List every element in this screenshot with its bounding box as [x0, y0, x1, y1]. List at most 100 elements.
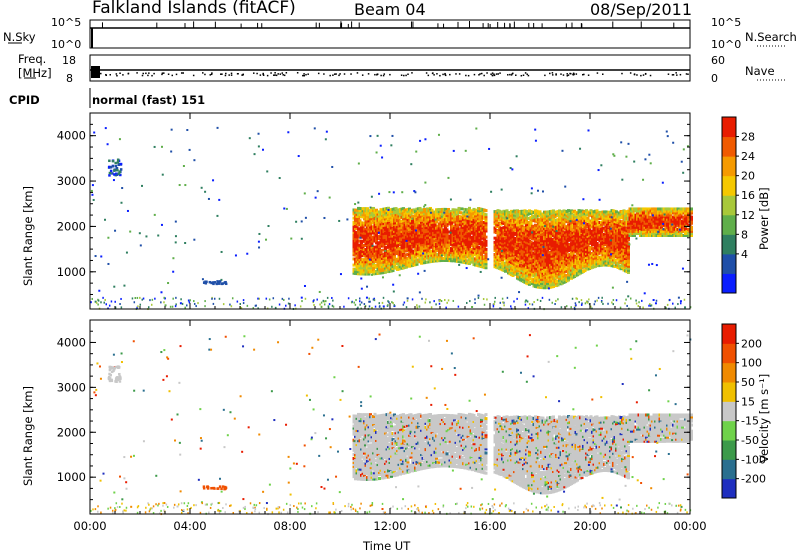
nave-dot — [115, 73, 118, 75]
nave-dot — [439, 74, 441, 77]
power-cell — [393, 254, 396, 258]
nave-dot — [147, 74, 149, 77]
nave-dot — [332, 74, 334, 76]
nave-dot — [374, 73, 376, 76]
power-cell — [358, 207, 362, 211]
nave-dot — [148, 72, 150, 74]
nave-dot — [109, 74, 111, 76]
power-cell — [382, 244, 386, 248]
nsky-label: N.Sky — [3, 30, 36, 44]
nave-dot — [432, 72, 434, 74]
nave-dot — [153, 72, 155, 75]
nave-dot — [211, 72, 213, 74]
power-cell — [379, 240, 383, 244]
nave-dot — [266, 74, 269, 77]
nave-dot — [555, 74, 557, 76]
freq-tick-bottom: 8 — [66, 72, 73, 85]
power-cell — [402, 207, 405, 211]
power-cell — [405, 222, 408, 226]
power-cell — [391, 258, 395, 262]
nave-dot — [383, 73, 386, 75]
nave-dot — [279, 73, 282, 75]
power-cell — [396, 245, 399, 249]
power-cell — [402, 211, 405, 215]
power-cell — [367, 227, 371, 231]
nave-dot — [323, 73, 325, 75]
nave-dot — [507, 74, 509, 76]
nave-dot — [180, 72, 183, 74]
power-cell — [369, 268, 372, 272]
power-cell — [366, 207, 369, 211]
power-cell — [423, 208, 426, 212]
nave-dot — [145, 72, 147, 75]
power-cell — [397, 249, 401, 253]
nave-dot — [274, 74, 276, 76]
nave-dot — [376, 74, 378, 76]
power-cell — [379, 208, 383, 212]
power-cell — [409, 213, 413, 217]
power-cell — [400, 262, 404, 266]
nave-dot — [465, 74, 467, 77]
power-cell — [354, 243, 357, 247]
power-cell — [357, 245, 360, 249]
power-cell — [403, 212, 407, 216]
nave-dot — [526, 73, 528, 76]
freq-label: Freq. — [18, 52, 47, 66]
nave-dot — [667, 73, 670, 75]
power-cell — [394, 239, 398, 243]
power-cell — [363, 235, 366, 239]
power-cell — [376, 243, 380, 247]
power-cell — [352, 263, 356, 267]
power-cell — [403, 255, 407, 259]
power-cell — [391, 269, 395, 273]
nave-tick-top: 60 — [711, 54, 725, 67]
nave-dot — [621, 72, 623, 75]
power-cell — [399, 214, 402, 218]
power-cell — [387, 221, 390, 225]
nave-dot — [350, 73, 352, 75]
station-title: Falkland Islands (fitACF) — [92, 0, 296, 18]
nave-dot — [356, 72, 359, 74]
cpid-label: CPID — [9, 93, 40, 107]
power-cell — [390, 226, 393, 230]
power-cell — [352, 228, 356, 232]
power-cell — [352, 222, 356, 226]
power-cell — [375, 239, 378, 243]
power-cell — [360, 241, 363, 245]
power-cell — [400, 248, 404, 252]
power-cell — [367, 272, 371, 276]
power-cell — [361, 225, 365, 229]
nave-dot — [256, 72, 258, 75]
nave-dot — [478, 74, 480, 76]
nave-dot — [551, 72, 554, 74]
power-cell — [397, 212, 401, 216]
nave-dot — [560, 73, 562, 75]
power-cell — [369, 223, 372, 227]
power-cell — [363, 213, 366, 217]
nsearch-tick-bottom: 10^0 — [711, 38, 742, 51]
nave-dot — [583, 73, 585, 76]
power-cell — [379, 253, 383, 257]
power-cell — [369, 270, 372, 274]
nave-dot — [163, 72, 165, 74]
power-cell — [384, 266, 387, 270]
power-cell — [369, 233, 372, 237]
nave-dot — [649, 74, 652, 77]
nave-dot — [389, 73, 391, 76]
nave-dot — [491, 72, 494, 74]
power-cell — [354, 267, 357, 271]
power-cell — [393, 256, 396, 260]
power-cell — [388, 222, 392, 226]
power-cell — [384, 248, 387, 252]
power-cell — [405, 241, 408, 245]
nave-dot — [515, 74, 517, 76]
nave-dot — [277, 73, 279, 75]
nave-dot — [407, 73, 409, 76]
power-cell — [390, 263, 393, 267]
power-cell — [370, 245, 374, 249]
power-cell — [406, 263, 410, 267]
nave-dot — [283, 74, 286, 77]
power-cell — [387, 239, 390, 243]
nave-dot — [495, 73, 498, 75]
power-cell — [364, 270, 368, 274]
